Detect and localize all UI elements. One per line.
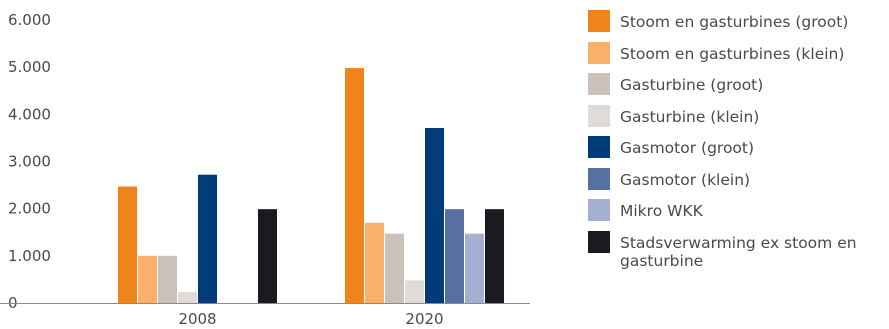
x-tick-label: 2008 bbox=[178, 310, 216, 328]
legend-item: Gasturbine (klein) bbox=[588, 104, 888, 137]
bar bbox=[445, 209, 464, 303]
legend-swatch bbox=[588, 10, 610, 32]
x-tick-label: 2020 bbox=[405, 310, 443, 328]
y-tick-label: 3.000 bbox=[8, 153, 51, 171]
bar bbox=[425, 128, 444, 303]
legend-item: Stoom en gasturbines (klein) bbox=[588, 41, 888, 74]
legend-label: Gasmotor (groot) bbox=[620, 139, 755, 157]
legend: Stoom en gasturbines (groot) Stoom en gas… bbox=[588, 10, 888, 270]
bar bbox=[138, 255, 157, 303]
y-tick-label: 2.000 bbox=[8, 200, 51, 218]
bars bbox=[118, 68, 504, 303]
legend-label: Gasturbine (groot) bbox=[620, 76, 764, 94]
legend-item: Gasmotor (groot) bbox=[588, 136, 888, 168]
legend-item: Gasmotor (klein) bbox=[588, 167, 888, 200]
bar bbox=[158, 255, 177, 303]
legend-swatch bbox=[588, 41, 610, 64]
legend-label: Stadsverwarming ex stoom en gasturbine bbox=[620, 233, 857, 270]
bar bbox=[365, 222, 384, 303]
bar bbox=[345, 68, 364, 303]
legend-swatch bbox=[588, 104, 610, 127]
x-axis-ticks: 2008 2020 bbox=[178, 310, 443, 328]
legend-label: Mikro WKK bbox=[620, 202, 703, 220]
legend-item: Stoom en gasturbines (groot) bbox=[588, 10, 888, 42]
bar bbox=[385, 233, 404, 303]
y-tick-label: 4.000 bbox=[8, 105, 51, 123]
bar bbox=[198, 174, 217, 303]
legend-item: Stadsverwarming ex stoom en gasturbine bbox=[588, 230, 888, 270]
legend-label: Stoom en gasturbines (groot) bbox=[620, 13, 849, 31]
y-tick-label: 5.000 bbox=[8, 58, 51, 76]
legend-label: Gasmotor (klein) bbox=[620, 170, 751, 189]
legend-item: Gasturbine (groot) bbox=[588, 73, 888, 105]
bar bbox=[178, 292, 197, 303]
y-tick-label: 1.000 bbox=[8, 247, 51, 265]
y-tick-label: 6.000 bbox=[8, 11, 51, 29]
bar bbox=[258, 209, 277, 303]
legend-item: Mikro WKK bbox=[588, 199, 888, 231]
legend-swatch bbox=[588, 136, 610, 158]
legend-label: Gasturbine (klein) bbox=[620, 107, 760, 126]
legend-swatch bbox=[588, 73, 610, 95]
legend-swatch bbox=[588, 199, 610, 221]
legend-swatch bbox=[588, 230, 610, 253]
legend-label: Stoom en gasturbines (klein) bbox=[620, 44, 845, 63]
bar bbox=[405, 280, 424, 303]
bar bbox=[485, 209, 504, 303]
bar bbox=[465, 233, 484, 303]
legend-swatch bbox=[588, 167, 610, 190]
bar bbox=[118, 186, 137, 303]
